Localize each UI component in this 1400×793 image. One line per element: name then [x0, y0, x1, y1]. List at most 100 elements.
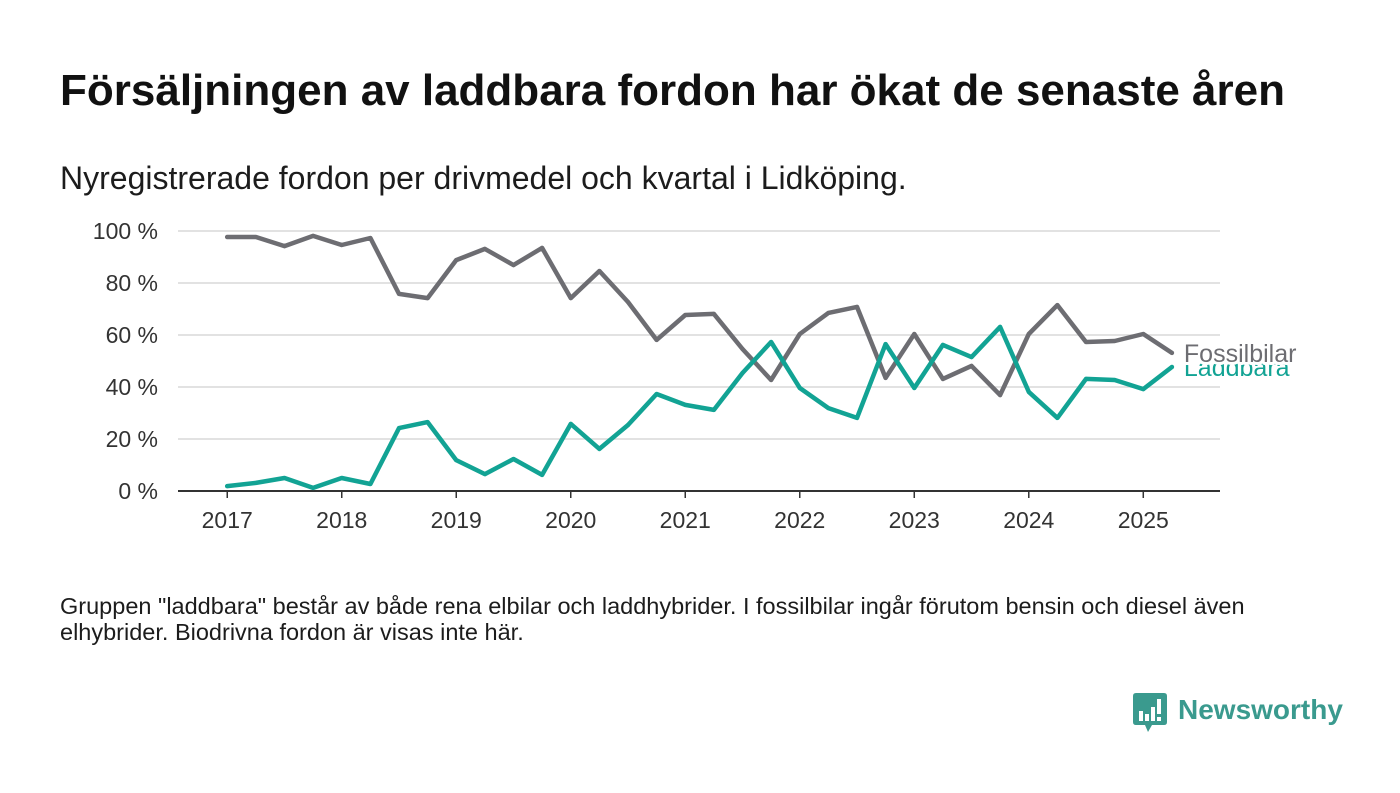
data-point [797, 386, 802, 390]
data-point [540, 245, 545, 250]
series-line-laddbara [224, 324, 1175, 491]
data-point [769, 340, 774, 344]
data-point [626, 300, 630, 304]
data-point [482, 246, 487, 251]
data-point [998, 324, 1003, 329]
data-point [912, 386, 917, 390]
series-line-fossilbilar [224, 233, 1175, 398]
data-point [912, 332, 917, 336]
y-tick-label: 100 % [93, 218, 158, 244]
brand-name: Newsworthy [1178, 694, 1343, 725]
logo-badge [1133, 693, 1167, 732]
data-points-fossilbilar [225, 233, 1174, 398]
data-point [282, 244, 287, 249]
data-point [1169, 350, 1174, 355]
data-point [654, 337, 659, 342]
data-point [339, 476, 344, 480]
data-point [940, 376, 945, 381]
data-point [311, 233, 316, 238]
data-point [597, 446, 602, 451]
data-point [425, 296, 430, 301]
data-point [1112, 339, 1117, 343]
logo-bar [1139, 711, 1143, 721]
data-point [511, 457, 516, 461]
data-point [1112, 378, 1117, 382]
logo-bar [1157, 699, 1161, 714]
series-label-laddbara: Laddbara [1184, 354, 1290, 382]
logo-bar [1145, 714, 1149, 721]
data-point [540, 472, 545, 477]
x-tick-label: 2025 [1118, 507, 1169, 533]
y-tick-label: 40 % [106, 374, 158, 400]
data-point [1055, 303, 1060, 308]
data-point [311, 485, 316, 490]
data-point [225, 235, 230, 239]
data-point [1084, 376, 1088, 381]
data-point [969, 363, 974, 368]
data-point [711, 311, 716, 316]
data-point [397, 426, 401, 431]
data-point [711, 407, 716, 412]
y-tick-label: 80 % [106, 270, 158, 296]
data-point [826, 310, 831, 315]
data-point [568, 296, 573, 301]
data-point [1141, 332, 1146, 336]
chart-subtitle: Nyregistrerade fordon per drivmedel och … [60, 160, 907, 196]
data-point [969, 355, 974, 360]
data-point [1026, 332, 1031, 336]
x-tick-label: 2023 [889, 507, 940, 533]
x-tick-label: 2024 [1003, 507, 1054, 533]
data-point [1026, 389, 1031, 394]
data-point [797, 332, 802, 336]
data-point [998, 393, 1003, 398]
x-tick-label: 2022 [774, 507, 825, 533]
data-point [339, 243, 344, 247]
series-label-fossilbilar: Fossilbilar [1184, 340, 1297, 368]
data-point [740, 347, 745, 351]
data-point [855, 415, 859, 420]
data-point [740, 371, 745, 375]
y-tick-label: 0 % [118, 478, 158, 504]
brand-logo: Newsworthy [1133, 693, 1353, 733]
data-point [368, 236, 373, 240]
data-point [397, 291, 401, 296]
data-point [683, 402, 688, 407]
data-point [482, 472, 487, 477]
data-point [1169, 365, 1174, 369]
x-tick-label: 2019 [431, 507, 482, 533]
footnote-line: elhybrider. Biodrivna fordon är visas in… [60, 619, 524, 645]
data-point [654, 392, 659, 396]
y-tick-label: 20 % [106, 426, 158, 452]
newsworthy-logo-icon [1133, 693, 1167, 732]
series-lines [224, 233, 1175, 491]
logo-bar [1151, 707, 1155, 721]
data-point [1141, 387, 1146, 392]
data-point [883, 375, 888, 380]
data-point [225, 484, 230, 489]
data-point [626, 423, 630, 427]
line-chart: 0 % 20 % 40 % 60 % 80 % 100 % 2017 2018 2019 2020… [93, 218, 1300, 533]
data-point [368, 482, 373, 486]
data-point [855, 304, 859, 309]
data-point [282, 476, 287, 480]
gridlines [178, 230, 1220, 440]
data-point [1084, 340, 1088, 344]
data-point [253, 480, 258, 485]
data-point [826, 406, 831, 411]
axes: 0 % 20 % 40 % 60 % 80 % 100 % 2017 2018 2019 2020… [93, 218, 1220, 533]
data-point [940, 342, 945, 347]
logo-dot [1157, 717, 1161, 721]
data-point [425, 420, 430, 425]
x-tick-label: 2018 [316, 507, 367, 533]
data-point [454, 458, 459, 463]
data-point [1055, 415, 1060, 420]
footnote-line: Gruppen "laddbara" består av både rena e… [60, 593, 1245, 619]
data-point [597, 269, 602, 273]
data-point [769, 378, 774, 382]
data-point [883, 342, 888, 347]
data-point [454, 258, 459, 263]
x-tick-label: 2020 [545, 507, 596, 533]
data-point [253, 235, 258, 239]
